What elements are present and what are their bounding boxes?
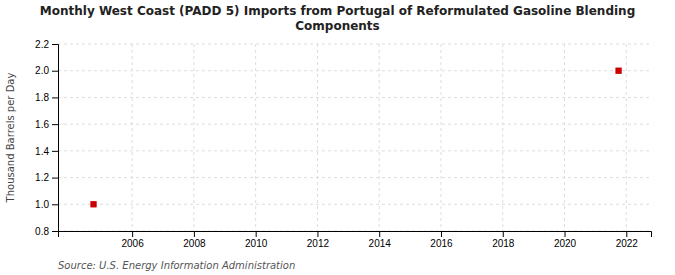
tick-label: 1.2	[35, 172, 49, 183]
tick-label: 2.0	[35, 65, 49, 76]
tick-mark	[317, 231, 318, 237]
axis-line	[59, 232, 652, 238]
tick-label: 2020	[554, 238, 577, 249]
grid-line	[255, 44, 256, 231]
grid-line	[58, 124, 651, 125]
tick-label: 1.6	[35, 119, 49, 130]
tick-mark	[52, 124, 58, 125]
tick-mark	[379, 231, 380, 237]
point	[615, 68, 621, 74]
y-axis-title: Thousand Barrels per Day	[5, 73, 16, 204]
tick-mark	[132, 231, 133, 237]
tick-mark	[565, 231, 566, 237]
tick: 0.8	[35, 226, 58, 237]
tick: 1.2	[35, 172, 58, 183]
axis-line	[52, 45, 59, 232]
grid-line	[58, 97, 651, 98]
tick-mark	[194, 231, 195, 237]
title: Monthly West Coast (PADD 5) Imports from…	[40, 4, 635, 33]
tick: 2010	[245, 231, 268, 249]
tick: 2006	[122, 231, 145, 249]
grid-line	[58, 70, 651, 71]
grid-line	[58, 150, 651, 151]
tick-label: 2012	[307, 238, 330, 249]
tick-mark	[626, 231, 627, 237]
tick-label: 1.4	[35, 146, 49, 157]
tick: 1.4	[35, 146, 58, 157]
tick: 1.6	[35, 119, 58, 130]
tick-label: 1.0	[35, 199, 49, 210]
tick-label: 2008	[183, 238, 206, 249]
tick-mark	[52, 44, 58, 45]
tick: 1.8	[35, 92, 58, 103]
tick: 2008	[183, 231, 206, 249]
grid-line	[58, 177, 651, 178]
chart: 2006 2008 2010 2012 2014 2016 2018 2020 2022 0.8 1…	[0, 0, 675, 275]
tick-label: 2022	[616, 238, 639, 249]
tick-label: 1.8	[35, 92, 49, 103]
points	[90, 68, 621, 208]
tick: 2012	[307, 231, 330, 249]
grid-line	[132, 44, 133, 231]
plot: 2006 2008 2010 2012 2014 2016 2018 2020 2022 0.8 1…	[35, 39, 651, 249]
tick: 2016	[430, 231, 453, 249]
tick: 2020	[554, 231, 577, 249]
tick-label: 2014	[369, 238, 392, 249]
tick-label: 2010	[245, 238, 268, 249]
x-axis: 2006 2008 2010 2012 2014 2016 2018 2020 2022	[59, 231, 652, 249]
tick-mark	[52, 71, 58, 72]
grid-line	[626, 44, 627, 231]
tick-label: 0.8	[35, 226, 49, 237]
point	[90, 201, 96, 207]
grid-line	[58, 204, 651, 205]
tick-label: 2016	[430, 238, 453, 249]
grid-line	[564, 44, 565, 231]
grid-line	[379, 44, 380, 231]
tick-label: 2006	[122, 238, 145, 249]
tick: 2.0	[35, 65, 58, 76]
title-line: Components	[295, 19, 380, 33]
tick-mark	[52, 231, 58, 232]
grid-line	[193, 44, 194, 231]
grid-line	[440, 44, 441, 231]
grid	[58, 44, 651, 231]
grid-line	[58, 44, 651, 45]
tick-mark	[503, 231, 504, 237]
tick: 2018	[492, 231, 515, 249]
tick: 2.2	[35, 39, 58, 50]
y-axis: 0.8 1.0 1.2 1.4 1.6 1.8 2.0 2.2	[35, 39, 58, 237]
source: Source: U.S. Energy Information Administ…	[58, 260, 295, 271]
tick-mark	[52, 97, 58, 98]
tick-mark	[256, 231, 257, 237]
tick-mark	[441, 231, 442, 237]
tick: 2022	[616, 231, 639, 249]
grid-line	[317, 44, 318, 231]
title-line: Monthly West Coast (PADD 5) Imports from…	[40, 4, 635, 18]
tick-label: 2018	[492, 238, 515, 249]
tick: 1.0	[35, 199, 58, 210]
tick-mark	[52, 178, 58, 179]
grid-line	[502, 44, 503, 231]
tick-mark	[52, 151, 58, 152]
tick: 2014	[369, 231, 392, 249]
tick-label: 2.2	[35, 39, 49, 50]
tick-mark	[52, 204, 58, 205]
